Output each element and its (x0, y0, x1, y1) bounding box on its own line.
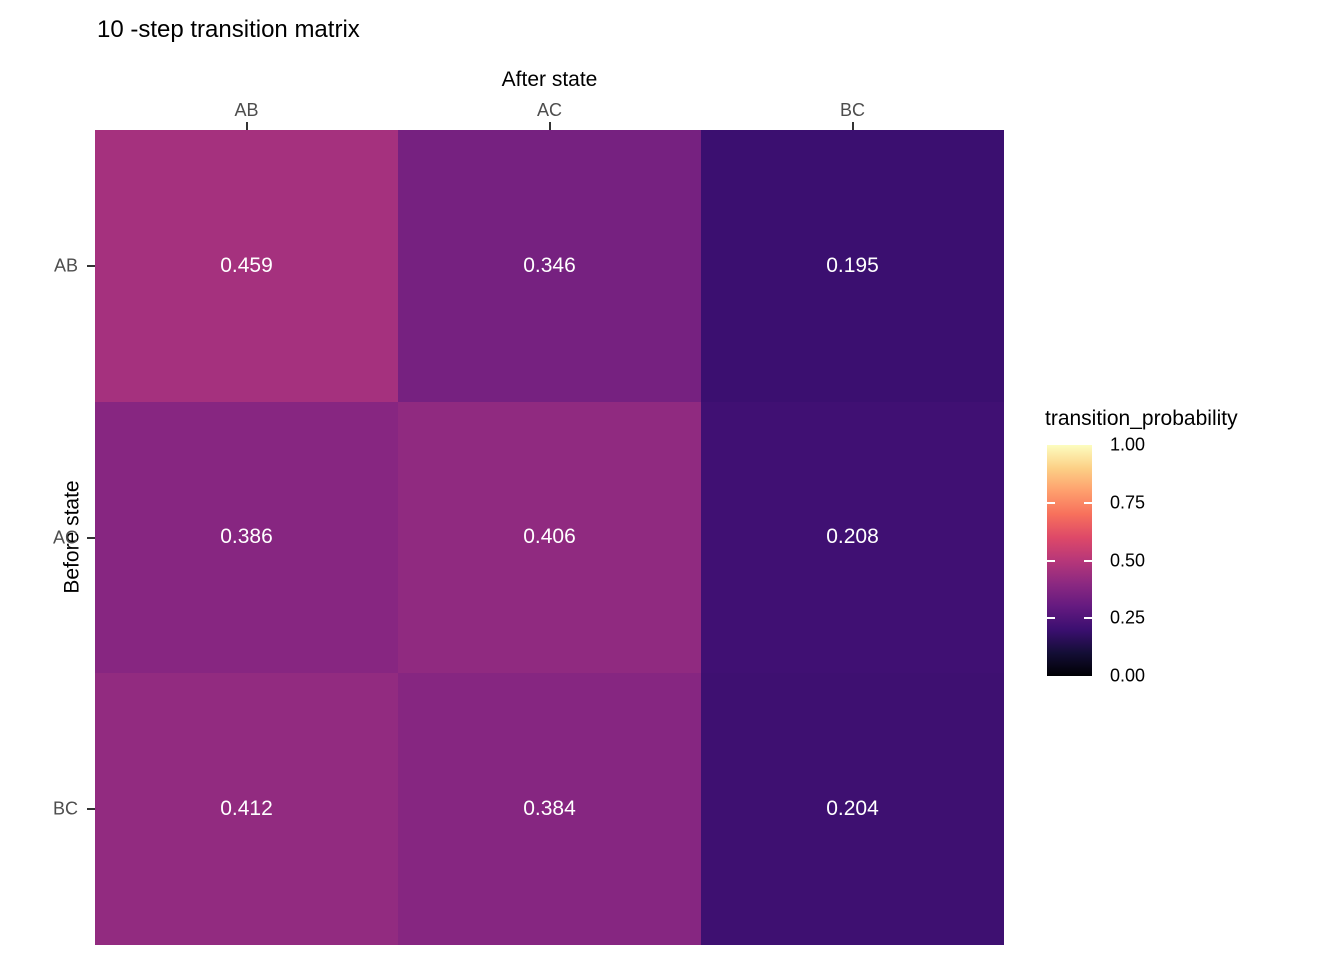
legend-bar-tick (1047, 501, 1055, 504)
cell-value: 0.204 (826, 797, 879, 821)
y-tick-mark (87, 264, 95, 267)
x-tick-mark (245, 122, 248, 130)
legend-tick-label: 0.25 (1110, 607, 1146, 628)
heatmap-plot-area: 0.459 0.346 0.195 0.386 0.406 0.208 0.412 0.384… (95, 130, 1004, 945)
legend-bar-tick (1084, 617, 1092, 620)
heatmap-cell-bc-ac: 0.384 (398, 673, 701, 945)
heatmap-cell-ac-bc: 0.208 (701, 401, 1004, 674)
heatmap-cell-ac-ac: 0.406 (398, 401, 701, 674)
legend-bar-tick (1084, 501, 1092, 504)
cell-value: 0.406 (523, 525, 576, 549)
legend-title: transition_probability (1045, 407, 1238, 430)
x-axis-title: After state (501, 68, 598, 91)
legend-bar-tick (1047, 559, 1055, 562)
cell-value: 0.195 (826, 253, 879, 277)
y-tick-mark (87, 536, 95, 539)
cell-value: 0.384 (523, 797, 576, 821)
legend-tick-label: 0.75 (1110, 492, 1146, 513)
heatmap-cell-ab-ac: 0.346 (398, 130, 701, 402)
cell-value: 0.346 (523, 253, 576, 277)
y-tick-label-ab: AB (53, 255, 78, 276)
heatmap-cell-bc-bc: 0.204 (701, 673, 1004, 945)
heatmap-cell-ab-bc: 0.195 (701, 130, 1004, 402)
legend-tick-label: 0.00 (1110, 665, 1146, 686)
x-tick-mark (548, 122, 551, 130)
heatmap-cell-bc-ab: 0.412 (95, 673, 398, 945)
legend-bar-tick (1084, 559, 1092, 562)
cell-value: 0.208 (826, 525, 879, 549)
cell-value: 0.386 (220, 525, 273, 549)
x-tick-label-bc: BC (839, 100, 866, 120)
x-tick-label-ac: AC (536, 100, 563, 120)
legend-tick-label: 1.00 (1110, 434, 1146, 455)
heatmap-cell-ab-ab: 0.459 (95, 130, 398, 402)
legend-tick-label: 0.50 (1110, 550, 1146, 570)
y-tick-mark (87, 808, 95, 811)
x-tick-mark (851, 122, 854, 130)
heatmap-cell-ac-ab: 0.386 (95, 401, 398, 674)
cell-value: 0.459 (220, 253, 273, 277)
y-tick-label-ac: AC (52, 527, 78, 547)
cell-value: 0.412 (220, 797, 273, 821)
y-tick-label-bc: BC (52, 798, 78, 819)
chart-title: 10 -step transition matrix (97, 16, 360, 43)
legend-bar-tick (1047, 617, 1055, 620)
x-tick-label-ab: AB (234, 100, 259, 120)
